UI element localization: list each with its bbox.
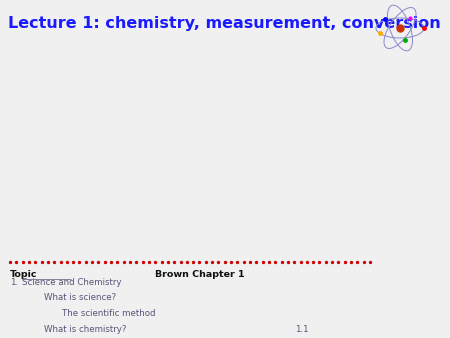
Text: Brown Chapter 1: Brown Chapter 1 [155, 270, 245, 279]
Text: Topic: Topic [10, 270, 37, 279]
Text: The scientific method: The scientific method [62, 309, 156, 318]
Text: Science and Chemistry: Science and Chemistry [22, 278, 122, 287]
Text: 1.: 1. [10, 278, 18, 287]
Text: 1.1: 1.1 [295, 324, 309, 334]
Text: What is science?: What is science? [44, 293, 116, 303]
Text: Lecture 1: chemistry, measurement, conversion: Lecture 1: chemistry, measurement, conve… [8, 16, 441, 31]
Text: What is chemistry?: What is chemistry? [44, 324, 126, 334]
